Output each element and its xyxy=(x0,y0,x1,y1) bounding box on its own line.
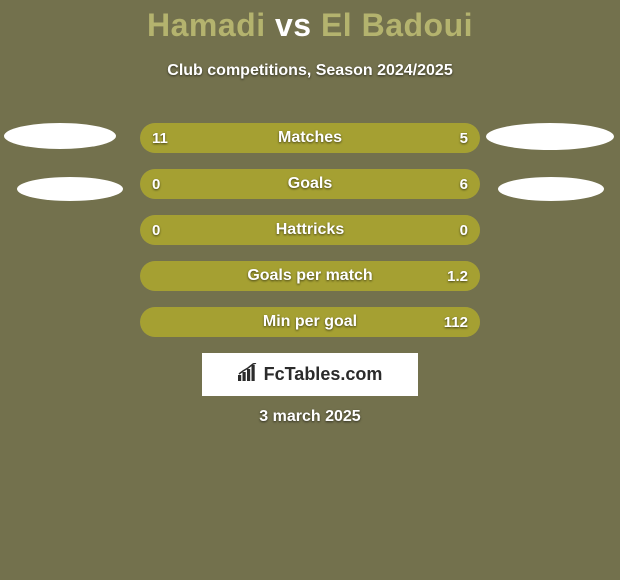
bar-value-left: 0 xyxy=(152,169,160,199)
title-vs: vs xyxy=(275,7,312,43)
comparison-bar: 06Goals xyxy=(140,169,480,199)
bar-value-right: 6 xyxy=(460,169,468,199)
bar-value-right: 1.2 xyxy=(447,261,468,291)
chart-icon xyxy=(238,363,264,386)
bar-fill-left xyxy=(140,169,201,199)
bar-fill-left xyxy=(140,261,480,291)
bar-fill-left xyxy=(140,215,480,245)
comparison-bar: 1.2Goals per match xyxy=(140,261,480,291)
bar-fill-left xyxy=(140,123,364,153)
bar-value-right: 112 xyxy=(444,307,468,337)
player2-badge-top xyxy=(486,123,614,150)
title-player2: El Badoui xyxy=(321,7,473,43)
bar-value-left: 11 xyxy=(152,123,168,153)
comparison-bar: 00Hattricks xyxy=(140,215,480,245)
player1-badge-top xyxy=(4,123,116,149)
bar-fill-left xyxy=(140,307,480,337)
brand-text: FcTables.com xyxy=(264,364,383,385)
page-root: Hamadi vs El Badoui Club competitions, S… xyxy=(0,0,620,580)
page-title: Hamadi vs El Badoui xyxy=(0,7,620,44)
bar-value-left: 0 xyxy=(152,215,160,245)
page-subtitle: Club competitions, Season 2024/2025 xyxy=(0,62,620,80)
bar-value-right: 0 xyxy=(460,215,468,245)
bar-value-right: 5 xyxy=(460,123,468,153)
title-player1: Hamadi xyxy=(147,7,266,43)
bar-fill-right xyxy=(201,169,480,199)
brand-box: FcTables.com xyxy=(202,353,418,396)
player2-badge-bottom xyxy=(498,177,604,201)
comparison-bar: 112Min per goal xyxy=(140,307,480,337)
comparison-bar: 115Matches xyxy=(140,123,480,153)
player1-badge-bottom xyxy=(17,177,123,201)
comparison-bars: 115Matches06Goals00Hattricks1.2Goals per… xyxy=(140,123,480,353)
date-label: 3 march 2025 xyxy=(0,408,620,426)
